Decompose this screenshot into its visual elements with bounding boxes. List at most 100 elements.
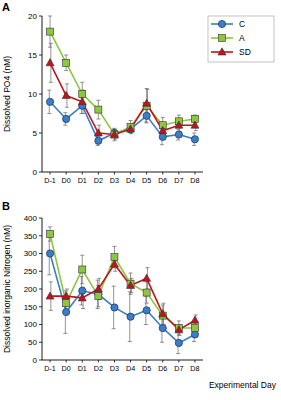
x-tick-label: D3	[110, 364, 119, 373]
x-tick	[50, 360, 51, 363]
x-tick-label: D1	[78, 364, 87, 373]
error-cap	[194, 314, 198, 315]
y-tick-label: 20	[28, 12, 37, 21]
marker	[175, 131, 182, 138]
marker	[175, 326, 183, 333]
error-cap	[48, 16, 52, 17]
marker	[143, 289, 150, 296]
x-tick-label: D8	[190, 364, 199, 373]
x-tick	[130, 360, 131, 363]
plot-area	[46, 227, 199, 354]
marker	[47, 28, 54, 35]
x-tick	[146, 172, 147, 175]
marker	[111, 304, 118, 311]
error-cap	[176, 353, 180, 354]
error-cap	[79, 276, 83, 277]
x-tick-label: D0	[62, 364, 71, 373]
error-cap	[80, 82, 84, 83]
marker	[46, 98, 53, 105]
error-cap	[65, 83, 69, 84]
y-tick-label: 300	[24, 249, 38, 258]
y-axis	[42, 16, 43, 172]
error-cap	[113, 139, 117, 140]
marker	[159, 126, 167, 133]
marker	[95, 106, 102, 113]
x-tick	[82, 172, 83, 175]
marker	[46, 59, 54, 66]
x-tick-label: D6	[158, 364, 167, 373]
marker	[46, 250, 53, 257]
marker	[79, 91, 86, 98]
series-line	[50, 32, 195, 135]
error-cap	[112, 328, 116, 329]
error-cap	[129, 133, 133, 134]
marker	[62, 91, 70, 98]
series-line	[50, 102, 195, 141]
x-tick	[194, 172, 195, 175]
marker	[143, 274, 151, 281]
error-cap	[144, 324, 148, 325]
error-cap	[47, 113, 51, 114]
x-tick	[114, 172, 115, 175]
y-axis	[42, 218, 43, 360]
marker	[95, 293, 102, 300]
error-cap	[160, 144, 164, 145]
marker	[127, 281, 135, 288]
x-tick-label: D8	[190, 176, 199, 185]
x-tick-label: D3	[110, 176, 119, 185]
error-cap	[161, 304, 165, 305]
marker	[175, 121, 183, 128]
marker	[94, 285, 102, 292]
panel-label: B	[2, 200, 10, 212]
y-tick-label: 400	[24, 214, 38, 223]
x-tick-label: D-1	[44, 176, 56, 185]
x-tick	[82, 360, 83, 363]
error-cap	[129, 120, 133, 121]
error-cap	[177, 115, 181, 116]
error-cap	[112, 128, 116, 129]
x-tick	[162, 360, 163, 363]
error-cap	[96, 118, 100, 119]
marker	[175, 339, 182, 346]
legend-marker	[218, 20, 225, 27]
x-tick-label: D4	[126, 364, 135, 373]
x-axis-label: Experimental Day	[209, 380, 277, 390]
error-cap	[176, 140, 180, 141]
legend-box	[208, 16, 274, 62]
error-cap	[192, 341, 196, 342]
y-tick-label: 0	[33, 168, 38, 177]
marker	[159, 133, 166, 140]
marker	[78, 98, 86, 105]
error-cap	[81, 113, 85, 114]
marker	[191, 316, 199, 323]
marker	[78, 294, 86, 301]
marker	[62, 292, 70, 299]
figure: ADissolved PO4 (nM)05101520D-1D0D1D2D3D4…	[0, 0, 281, 400]
marker	[94, 129, 102, 136]
error-cap	[64, 55, 68, 56]
marker	[127, 313, 134, 320]
marker	[111, 131, 118, 138]
error-cap	[97, 278, 101, 279]
error-cap	[47, 90, 51, 91]
y-tick-label: 10	[28, 90, 37, 99]
panel-label: A	[2, 1, 10, 13]
y-tick-label: 200	[24, 285, 38, 294]
legend-label: C	[239, 19, 245, 29]
x-tick	[114, 360, 115, 363]
error-cap	[65, 107, 69, 108]
marker	[63, 308, 70, 315]
x-tick	[98, 172, 99, 175]
x-tick	[162, 172, 163, 175]
x-tick	[66, 360, 67, 363]
marker	[110, 260, 118, 267]
x-tick	[98, 360, 99, 363]
x-tick-label: D7	[174, 364, 183, 373]
error-cap	[65, 289, 69, 290]
y-tick-label: 100	[24, 320, 38, 329]
error-cap	[63, 333, 67, 334]
legend-label: SD	[239, 47, 251, 57]
error-cap	[144, 122, 148, 123]
y-tick-label: 50	[28, 338, 37, 347]
error-cap	[96, 100, 100, 101]
